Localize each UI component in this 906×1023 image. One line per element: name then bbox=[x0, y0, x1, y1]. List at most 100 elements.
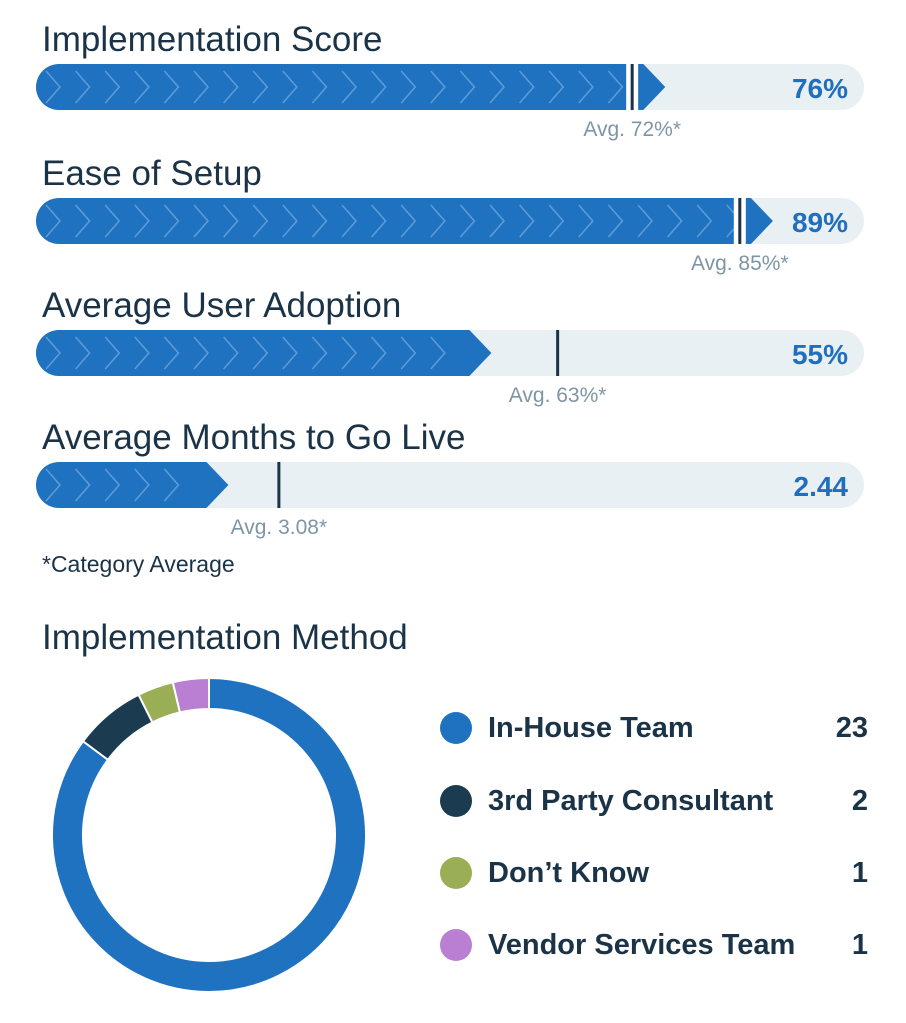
chevron-mark bbox=[518, 204, 535, 238]
bar-fill bbox=[36, 64, 666, 110]
chevron-mark bbox=[370, 336, 387, 370]
chevron-mark bbox=[607, 204, 624, 238]
chevron-mark bbox=[104, 204, 121, 238]
chevron-mark bbox=[548, 204, 565, 238]
donut-slice bbox=[81, 693, 154, 762]
chevron-mark bbox=[489, 204, 506, 238]
chevron-mark bbox=[459, 204, 476, 238]
chevron-mark bbox=[134, 336, 150, 370]
chevron-mark bbox=[578, 70, 594, 104]
chevron-mark bbox=[163, 204, 180, 238]
chevron-mark bbox=[518, 70, 535, 104]
legend-swatch bbox=[440, 785, 472, 817]
legend-item-dont-know: Don’t Know 1 bbox=[440, 853, 870, 893]
chevron-mark bbox=[45, 204, 62, 238]
chevron-mark bbox=[459, 70, 476, 104]
legend-count: 2 bbox=[851, 785, 868, 817]
chevron-mark bbox=[74, 204, 91, 238]
average-marker bbox=[556, 330, 560, 376]
chevron-mark bbox=[311, 70, 328, 104]
chevron-mark bbox=[430, 70, 446, 104]
chevron-mark bbox=[104, 70, 121, 104]
chevron-mark bbox=[45, 336, 62, 370]
chevron-mark bbox=[252, 70, 269, 104]
chevron-mark bbox=[370, 204, 387, 238]
metric-implementation-score: Implementation Score 76% Avg. 72%* bbox=[36, 20, 864, 141]
average-label: Avg. 63%* bbox=[508, 384, 607, 407]
chevron-mark bbox=[607, 70, 624, 104]
metric-ease-of-setup: Ease of Setup 89% Avg. 85%* bbox=[36, 154, 864, 275]
average-label: Avg. 72%* bbox=[583, 118, 681, 141]
average-label: Avg. 3.08* bbox=[230, 516, 328, 539]
chevron-mark bbox=[74, 70, 91, 104]
chevron-mark bbox=[637, 204, 654, 238]
chevron-mark bbox=[45, 70, 62, 104]
metric-title: Average Months to Go Live bbox=[42, 418, 466, 457]
chevron-mark bbox=[430, 204, 446, 238]
legend-count: 1 bbox=[851, 929, 868, 961]
chevron-mark bbox=[370, 70, 387, 104]
bar-fill bbox=[36, 330, 492, 376]
progress-bar bbox=[36, 64, 864, 110]
legend-label: 3rd Party Consultant bbox=[488, 785, 774, 817]
bar-track bbox=[36, 462, 864, 508]
bar-chevrons bbox=[45, 204, 742, 238]
metric-title: Implementation Score bbox=[42, 20, 383, 59]
average-label: Avg. 85%* bbox=[690, 252, 789, 275]
chevron-mark bbox=[311, 204, 328, 238]
chevron-mark bbox=[578, 204, 594, 238]
chevron-mark bbox=[222, 204, 239, 238]
chevron-mark bbox=[311, 336, 328, 370]
average-marker bbox=[277, 462, 281, 508]
legend-item-in-house-team: In-House Team 23 bbox=[440, 708, 870, 748]
chevron-mark bbox=[104, 336, 121, 370]
chevron-mark bbox=[430, 336, 446, 370]
legend-label: In-House Team bbox=[488, 712, 694, 744]
chevron-mark bbox=[222, 336, 239, 370]
chevron-mark bbox=[74, 336, 91, 370]
chevron-mark bbox=[696, 204, 713, 238]
progress-bar bbox=[36, 198, 864, 244]
chevron-mark bbox=[400, 70, 417, 104]
progress-bar bbox=[36, 462, 864, 508]
bar-chevrons bbox=[45, 336, 446, 370]
bar-fill bbox=[36, 198, 773, 244]
legend-count: 23 bbox=[835, 712, 868, 744]
chevron-mark bbox=[666, 204, 683, 238]
average-marker bbox=[738, 198, 742, 244]
footnote: *Category Average bbox=[42, 551, 235, 577]
legend-swatch bbox=[440, 929, 472, 961]
metric-value: 89% bbox=[791, 207, 848, 238]
legend-label: Vendor Services Team bbox=[488, 929, 796, 961]
chevron-mark bbox=[193, 70, 210, 104]
chevron-mark bbox=[282, 204, 298, 238]
metric-average-user-adoption: Average User Adoption 55% Avg. 63%* bbox=[36, 286, 864, 407]
legend-item-3rd-party-consultant: 3rd Party Consultant 2 bbox=[440, 781, 870, 821]
chevron-mark bbox=[134, 468, 150, 502]
average-marker bbox=[630, 64, 634, 110]
donut-slice bbox=[52, 678, 366, 992]
metric-months-to-go-live: Average Months to Go Live 2.44 Avg. 3.08… bbox=[36, 418, 864, 539]
chevron-mark bbox=[252, 204, 269, 238]
legend-count: 1 bbox=[851, 857, 868, 889]
metric-title: Average User Adoption bbox=[42, 286, 402, 325]
chevron-mark bbox=[489, 70, 506, 104]
chevron-mark bbox=[45, 468, 62, 502]
chevron-mark bbox=[400, 336, 417, 370]
chevron-mark bbox=[341, 336, 358, 370]
metric-value: 2.44 bbox=[793, 471, 849, 502]
chevron-mark bbox=[163, 70, 180, 104]
chevron-mark bbox=[400, 204, 417, 238]
chevron-mark bbox=[282, 336, 298, 370]
chevron-mark bbox=[163, 468, 180, 502]
bar-chevrons bbox=[45, 70, 624, 104]
chevron-mark bbox=[341, 70, 358, 104]
metric-value: 55% bbox=[791, 339, 848, 370]
chevron-mark bbox=[252, 336, 269, 370]
chevron-mark bbox=[548, 70, 565, 104]
bar-fill bbox=[36, 462, 229, 508]
chevron-mark bbox=[163, 336, 180, 370]
chevron-mark bbox=[282, 70, 298, 104]
chart-title: Implementation Method bbox=[42, 618, 408, 657]
chevron-mark bbox=[193, 204, 210, 238]
